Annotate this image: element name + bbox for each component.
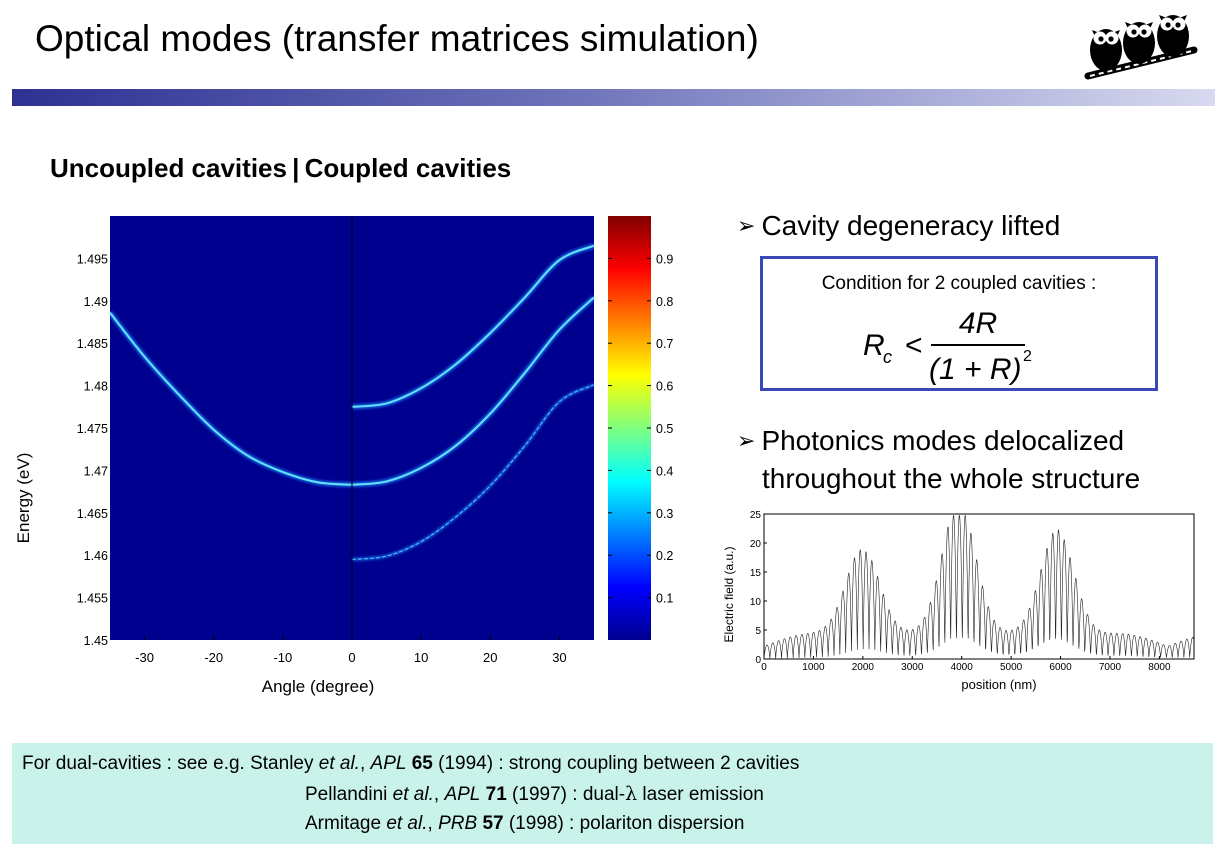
x-axis-label: Angle (degree) [262,677,374,696]
y-tick-label: 1.475 [77,422,108,436]
y-axis-label: Energy (eV) [14,453,33,544]
dispersion-branch [351,244,594,408]
reference-line-2: Pellandini et al., APL 71 (1997) : dual-… [305,783,764,805]
x-tick-label: 2000 [852,662,875,673]
dispersion-heatmap-chart: -30 -20 -10 0 10 20 30 1.45 1.455 1.46 1.465 1.47 1.… [14,216,673,696]
y-axis-label: Electric field (a.u.) [722,546,736,642]
coupling-condition-box: Condition for 2 coupled cavities : R c <… [760,256,1158,391]
coupling-condition-formula: R c < 4R (1 + R) 2 [863,307,1032,386]
formula-denominator: (1 + R) [929,353,1022,386]
x-tick-label: 10 [414,650,428,665]
colorbar-tick-label: 0.9 [656,252,673,266]
y-tick-label: 25 [750,510,762,521]
colorbar [608,216,651,640]
bullet-arrow-icon: ➢ [737,213,756,238]
x-tick-label: 7000 [1099,662,1122,673]
reference-line-3: Armitage et al., PRB 57 (1998) : polarit… [305,813,745,834]
formula-operator: < [905,329,923,362]
y-tick-label: 1.495 [77,252,108,266]
x-tick-label: -20 [204,650,223,665]
title-underline-bar [12,89,1215,106]
y-tick-label: 1.48 [84,380,108,394]
y-tick-label: 20 [750,539,762,550]
owls-logo-icon [1082,6,1200,87]
colorbar-tick-label: 0.1 [656,592,673,606]
colorbar-tick-label: 0.4 [656,464,673,478]
y-tick-label: 0 [755,655,761,666]
dispersion-branch [110,312,353,486]
x-tick-label: 3000 [901,662,924,673]
y-tick-label: 1.485 [77,337,108,351]
colorbar-tick-label: 0.3 [656,507,673,521]
formula-lhs: R [863,329,885,362]
colorbar-tick-label: 0.7 [656,337,673,351]
x-tick-label: -10 [273,650,292,665]
electric-field-chart: 0 1000 2000 3000 4000 5000 6000 7000 8000 0 5 10 15 2… [722,510,1195,692]
formula-numerator: 4R [959,307,997,340]
bullet-photonic-modes: ➢ Photonics modes delocalized [737,425,1124,457]
bullet-cavity-degeneracy: ➢ Cavity degeneracy lifted [737,210,1060,242]
y-tick-label: 1.45 [84,634,108,648]
y-tick-label: 1.49 [84,295,108,309]
x-tick-label: 30 [552,650,566,665]
x-tick-label: 0 [348,650,355,665]
bullet-arrow-icon: ➢ [737,428,756,453]
formula-exponent: 2 [1023,348,1032,365]
x-tick-label: 1000 [802,662,825,673]
slide-title: Optical modes (transfer matrices simulat… [35,18,759,59]
y-tick-label: 15 [750,568,762,579]
reference-line-1: For dual-cavities : see e.g. Stanley et … [22,753,800,774]
colorbar-tick-label: 0.2 [656,549,673,563]
electric-field-curve [763,515,1195,660]
formula-subscript: c [883,347,892,367]
section-subtitle: Uncoupled cavities | Coupled cavities [50,153,512,183]
x-tick-label: 8000 [1148,662,1171,673]
condition-label: Condition for 2 coupled cavities : [821,273,1097,294]
colorbar-tick-label: 0.5 [656,422,673,436]
x-tick-label: 0 [761,662,767,673]
x-tick-label: 4000 [951,662,974,673]
bullet-text: Cavity degeneracy lifted [761,210,1061,241]
x-tick-label: -30 [135,650,154,665]
y-tick-label: 1.47 [84,464,108,478]
x-axis-label: position (nm) [961,677,1036,692]
y-tick-label: 1.455 [77,592,108,606]
bullet-photonic-modes-line2: throughout the whole structure [762,463,1141,494]
x-tick-label: 6000 [1049,662,1072,673]
plot-frame [763,513,1195,660]
x-tick-label: 5000 [1000,662,1023,673]
y-tick-label: 1.465 [77,507,108,521]
y-tick-label: 1.46 [84,549,108,563]
references-box: For dual-cavities : see e.g. Stanley et … [12,743,1213,844]
colorbar-tick-label: 0.6 [656,380,673,394]
y-tick-label: 10 [750,597,762,608]
dispersion-branch [351,296,594,486]
x-tick-label: 20 [483,650,497,665]
colorbar-tick-label: 0.8 [656,295,673,309]
bullet-text-line1: Photonics modes delocalized [761,425,1125,456]
y-tick-label: 5 [755,626,761,637]
dispersion-branch [351,384,594,561]
